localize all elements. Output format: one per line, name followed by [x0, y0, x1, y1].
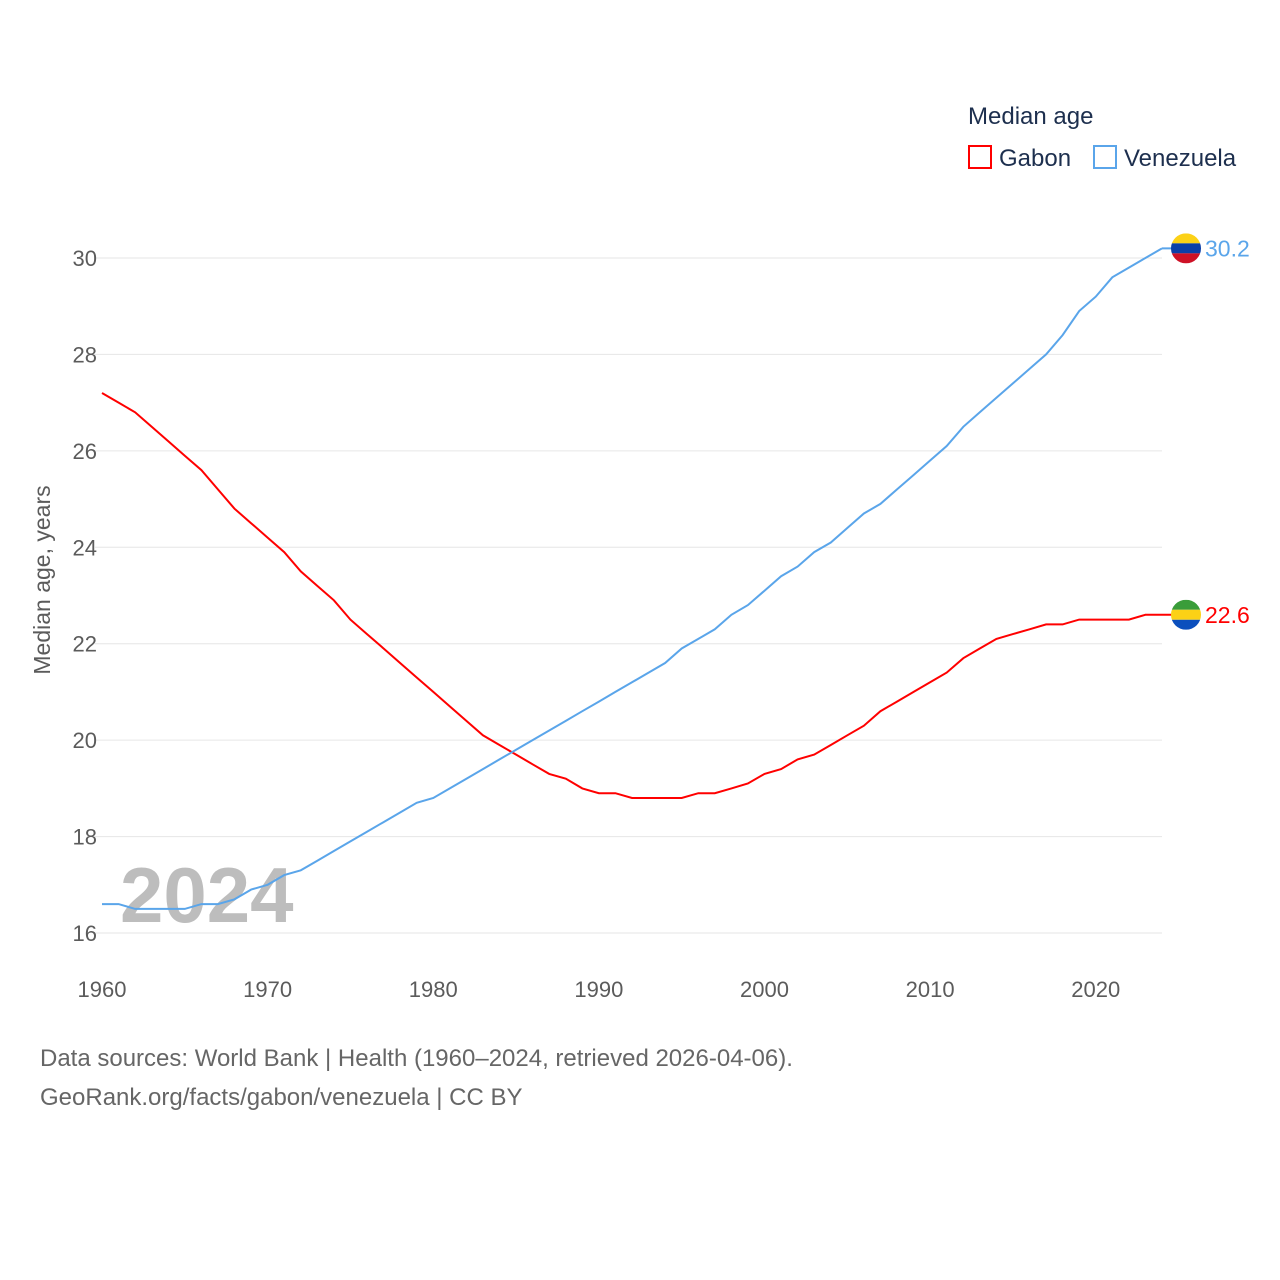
legend-label: Venezuela [1124, 145, 1237, 172]
legend-item-gabon[interactable]: Gabon [968, 145, 1071, 172]
series-line-gabon [101, 392, 1162, 799]
y-tick-label: 22 [73, 632, 97, 657]
y-axis-label: Median age, years [29, 485, 55, 674]
end-value-label: 30.2 [1205, 235, 1250, 261]
source-line: Data sources: World Bank | Health (1960–… [40, 1045, 793, 1072]
y-tick-label: 20 [73, 728, 97, 753]
y-tick-label: 28 [73, 342, 97, 367]
x-tick-label: 1990 [574, 977, 623, 1002]
x-tick-label: 2020 [1071, 977, 1120, 1002]
legend-swatch [1093, 145, 1117, 169]
y-tick-label: 18 [73, 825, 97, 850]
source-link[interactable]: GeoRank.org/facts/gabon/venezuela | CC B… [40, 1084, 523, 1111]
year-watermark: 2024 [120, 851, 294, 939]
x-tick-label: 1970 [243, 977, 292, 1002]
gabon-flag-icon [1171, 599, 1201, 630]
y-tick-label: 30 [73, 246, 97, 271]
y-tick-label: 26 [73, 439, 97, 464]
venezuela-flag-icon [1171, 233, 1201, 264]
end-value-label: 22.6 [1205, 602, 1250, 628]
x-tick-label: 2000 [740, 977, 789, 1002]
x-tick-label: 2010 [906, 977, 955, 1002]
legend-label: Gabon [999, 145, 1071, 172]
legend-title: Median age [968, 103, 1093, 130]
x-tick-label: 1980 [409, 977, 458, 1002]
series-line-venezuela [102, 247, 1163, 910]
legend-swatch [968, 145, 992, 169]
y-tick-label: 16 [73, 921, 97, 946]
y-tick-label: 24 [73, 535, 97, 560]
legend-item-venezuela[interactable]: Venezuela [1093, 145, 1237, 172]
x-tick-label: 1960 [78, 977, 127, 1002]
